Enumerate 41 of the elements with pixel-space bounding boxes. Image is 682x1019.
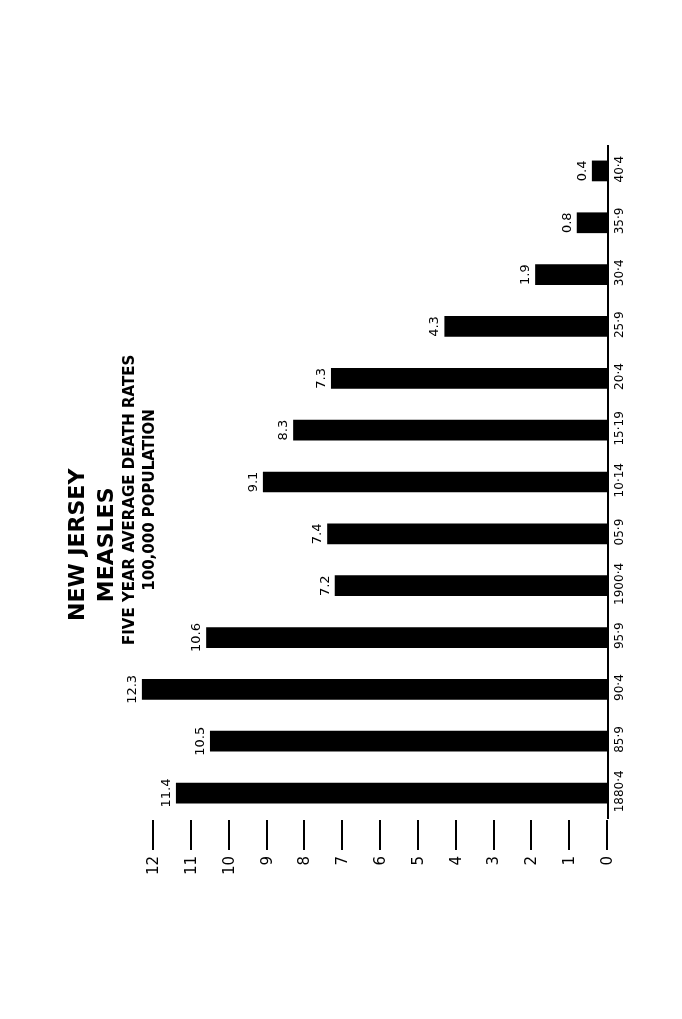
y-tick-label: 15·19 xyxy=(612,411,627,446)
y-tick-label: 95·9 xyxy=(612,622,627,650)
x-tick-label: 6 xyxy=(370,856,389,866)
x-tick-label: 12 xyxy=(144,856,163,876)
data-label: 9.1 xyxy=(244,471,260,493)
data-label: 0.8 xyxy=(558,212,574,234)
text: FIVE YEAR AVERAGE DEATH RATES 100,000 POPULATION xyxy=(120,354,158,645)
x-tick-label: 2 xyxy=(522,856,541,866)
data-label: 11.4 xyxy=(157,778,173,808)
x-tick-label: 10 xyxy=(219,856,238,876)
data-label: 7.3 xyxy=(312,367,328,389)
data-label: 8.3 xyxy=(275,419,291,441)
y-tick-label: 90·4 xyxy=(612,674,627,701)
data-label: 10.5 xyxy=(191,726,207,756)
y-tick-label: 35·9 xyxy=(612,207,627,235)
y-tick-label: 20·4 xyxy=(612,363,627,390)
data-label: 12.3 xyxy=(123,674,139,704)
x-tick-label: 1 xyxy=(560,856,579,866)
data-label: 7.4 xyxy=(309,523,325,545)
data-label: 1.9 xyxy=(517,264,533,285)
y-tick-label: 40·4 xyxy=(612,155,627,183)
text: NEW JERSEY MEASLES xyxy=(64,467,118,621)
x-tick-label: 7 xyxy=(333,856,352,866)
y-tick-label: 10·14 xyxy=(612,463,627,498)
data-label: 4.3 xyxy=(426,316,442,337)
y-tick-label: 85·9 xyxy=(612,726,627,753)
x-tick-label: 0 xyxy=(597,856,616,866)
y-tick-label: 30·4 xyxy=(612,259,627,287)
y-tick-label: 1900·4 xyxy=(612,562,627,605)
y-tick-label: 1880·4 xyxy=(612,770,627,813)
x-tick-label: 9 xyxy=(257,856,276,866)
x-tick-label: 8 xyxy=(295,856,314,866)
x-tick-label: 4 xyxy=(446,856,465,866)
data-label: 0.4 xyxy=(573,160,589,182)
x-tick-label: 11 xyxy=(181,856,200,876)
x-tick-label: 3 xyxy=(484,856,503,866)
data-label: 10.6 xyxy=(188,623,204,653)
y-tick-label: 05·9 xyxy=(612,518,627,546)
y-tick-label: 25·9 xyxy=(612,311,627,339)
data-label: 7.2 xyxy=(316,575,332,597)
x-tick-label: 5 xyxy=(408,856,427,866)
